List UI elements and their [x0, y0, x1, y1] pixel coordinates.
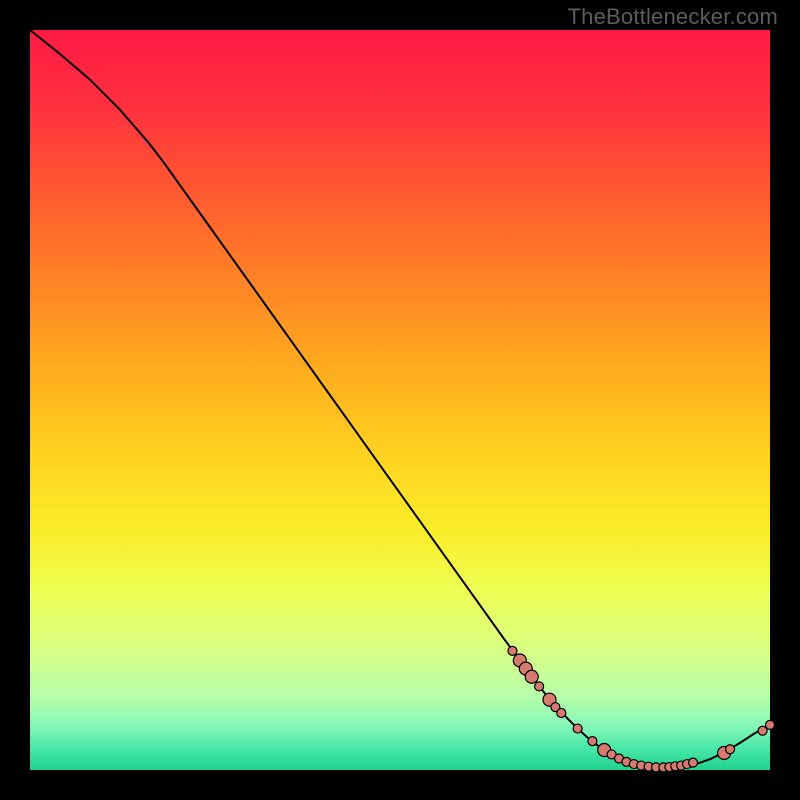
data-marker — [766, 720, 775, 729]
data-marker — [588, 737, 597, 746]
data-marker — [726, 745, 735, 754]
watermark-text: TheBottlenecker.com — [568, 4, 778, 30]
data-marker — [525, 670, 538, 683]
data-marker — [573, 724, 582, 733]
bottleneck-curve — [30, 30, 770, 768]
chart-root: { "meta": { "watermark_text": "TheBottle… — [0, 0, 800, 800]
data-marker — [689, 758, 698, 767]
data-marker — [508, 646, 517, 655]
plot-area — [30, 30, 770, 770]
data-marker — [557, 709, 566, 718]
curve-layer — [30, 30, 770, 770]
data-marker — [535, 682, 544, 691]
